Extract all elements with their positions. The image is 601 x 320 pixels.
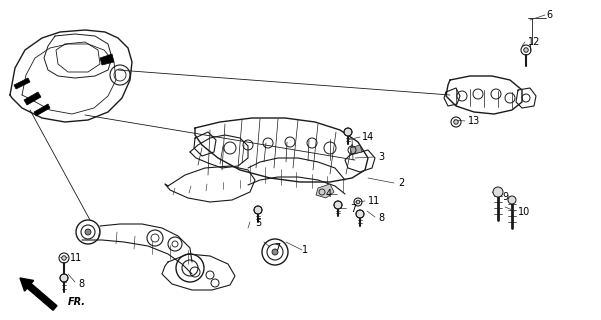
Text: 8: 8 [378, 213, 384, 223]
Text: 11: 11 [70, 253, 82, 263]
Ellipse shape [344, 128, 352, 136]
Text: 5: 5 [255, 218, 261, 228]
Ellipse shape [454, 120, 458, 124]
Text: 2: 2 [398, 178, 404, 188]
Ellipse shape [254, 206, 262, 214]
Text: 12: 12 [528, 37, 540, 47]
Ellipse shape [523, 48, 528, 52]
Text: 6: 6 [546, 10, 552, 20]
Text: 13: 13 [468, 116, 480, 126]
Text: 4: 4 [326, 189, 332, 199]
Ellipse shape [508, 196, 516, 204]
Text: 1: 1 [302, 245, 308, 255]
Ellipse shape [60, 274, 68, 282]
Text: 10: 10 [518, 207, 530, 217]
Text: 9: 9 [502, 192, 508, 202]
Text: 11: 11 [368, 196, 380, 206]
Polygon shape [14, 78, 30, 89]
Ellipse shape [356, 200, 360, 204]
Text: FR.: FR. [68, 297, 86, 307]
Ellipse shape [356, 210, 364, 218]
FancyArrow shape [20, 278, 57, 310]
Polygon shape [100, 54, 114, 65]
Ellipse shape [85, 229, 91, 235]
Polygon shape [350, 145, 362, 154]
Polygon shape [34, 104, 50, 116]
Text: 8: 8 [78, 279, 84, 289]
Polygon shape [316, 184, 334, 198]
Polygon shape [24, 92, 41, 105]
Ellipse shape [62, 256, 66, 260]
Text: 3: 3 [378, 152, 384, 162]
Text: 7: 7 [350, 204, 356, 214]
Ellipse shape [493, 187, 503, 197]
Ellipse shape [272, 249, 278, 255]
Text: 7: 7 [274, 243, 280, 253]
Ellipse shape [334, 201, 342, 209]
Text: 14: 14 [362, 132, 374, 142]
